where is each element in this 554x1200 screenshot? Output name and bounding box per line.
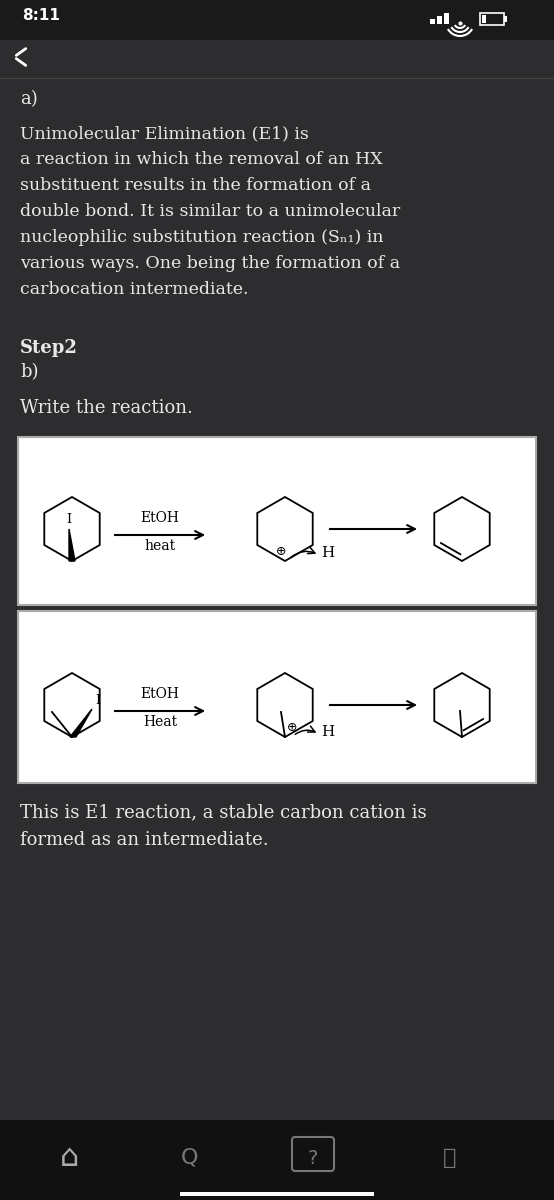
Text: formed as an intermediate.: formed as an intermediate. bbox=[20, 830, 269, 850]
Text: ⊕: ⊕ bbox=[276, 545, 286, 558]
Bar bbox=[0, 0, 554, 40]
Text: b): b) bbox=[20, 362, 38, 382]
Bar bbox=[18, 437, 536, 605]
Text: Unimolecular Elimination (E1) is: Unimolecular Elimination (E1) is bbox=[20, 125, 309, 142]
Text: EtOH: EtOH bbox=[141, 686, 179, 701]
Polygon shape bbox=[44, 497, 100, 560]
Text: ?: ? bbox=[308, 1148, 318, 1168]
Text: ⊕: ⊕ bbox=[287, 721, 297, 734]
Text: This is E1 reaction, a stable carbon cation is: This is E1 reaction, a stable carbon cat… bbox=[20, 803, 427, 821]
Polygon shape bbox=[69, 529, 75, 560]
Bar bbox=[18, 611, 536, 782]
Text: Write the reaction.: Write the reaction. bbox=[20, 398, 193, 416]
Bar bbox=[180, 1192, 374, 1196]
Text: a reaction in which the removal of an HX: a reaction in which the removal of an HX bbox=[20, 151, 383, 168]
Bar bbox=[504, 16, 507, 22]
Text: Q: Q bbox=[181, 1148, 199, 1168]
Text: substituent results in the formation of a: substituent results in the formation of … bbox=[20, 176, 371, 194]
Polygon shape bbox=[257, 673, 312, 737]
Polygon shape bbox=[434, 673, 490, 737]
Polygon shape bbox=[434, 497, 490, 560]
Bar bbox=[444, 13, 449, 24]
Text: heat: heat bbox=[145, 539, 176, 553]
Text: H: H bbox=[321, 546, 334, 560]
Text: ⌂: ⌂ bbox=[60, 1144, 80, 1172]
Text: EtOH: EtOH bbox=[141, 511, 179, 526]
Bar bbox=[482, 14, 486, 23]
Text: Step2: Step2 bbox=[20, 338, 78, 358]
Polygon shape bbox=[44, 673, 100, 737]
Text: a): a) bbox=[20, 90, 38, 108]
Polygon shape bbox=[70, 709, 92, 737]
Bar bbox=[0, 1120, 554, 1200]
Text: double bond. It is similar to a unimolecular: double bond. It is similar to a unimolec… bbox=[20, 203, 400, 220]
Text: 8:11: 8:11 bbox=[22, 8, 60, 23]
Text: Heat: Heat bbox=[143, 715, 177, 728]
Text: various ways. One being the formation of a: various ways. One being the formation of… bbox=[20, 254, 400, 272]
Text: I: I bbox=[66, 514, 71, 526]
Text: nucleophilic substitution reaction (Sₙ₁) in: nucleophilic substitution reaction (Sₙ₁)… bbox=[20, 229, 383, 246]
Text: I: I bbox=[95, 694, 100, 707]
Bar bbox=[480, 13, 504, 25]
Bar bbox=[437, 16, 442, 24]
Bar bbox=[430, 19, 435, 24]
Text: 👤: 👤 bbox=[443, 1148, 456, 1168]
Text: carbocation intermediate.: carbocation intermediate. bbox=[20, 281, 249, 298]
Polygon shape bbox=[257, 497, 312, 560]
Text: H: H bbox=[321, 725, 334, 739]
